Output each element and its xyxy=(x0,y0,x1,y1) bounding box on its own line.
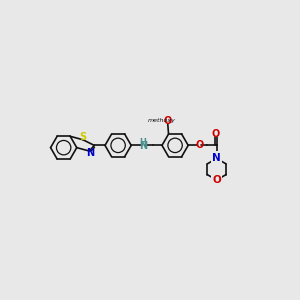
Text: methoxy: methoxy xyxy=(148,118,176,123)
Text: O: O xyxy=(212,175,221,185)
Text: O: O xyxy=(212,129,220,139)
Text: S: S xyxy=(80,132,87,142)
Text: N: N xyxy=(86,148,94,158)
Text: N: N xyxy=(212,154,221,164)
Text: N: N xyxy=(212,152,221,162)
Text: O: O xyxy=(196,140,204,150)
Text: N: N xyxy=(139,141,147,151)
Text: H: H xyxy=(139,138,146,147)
Text: O: O xyxy=(164,116,172,126)
